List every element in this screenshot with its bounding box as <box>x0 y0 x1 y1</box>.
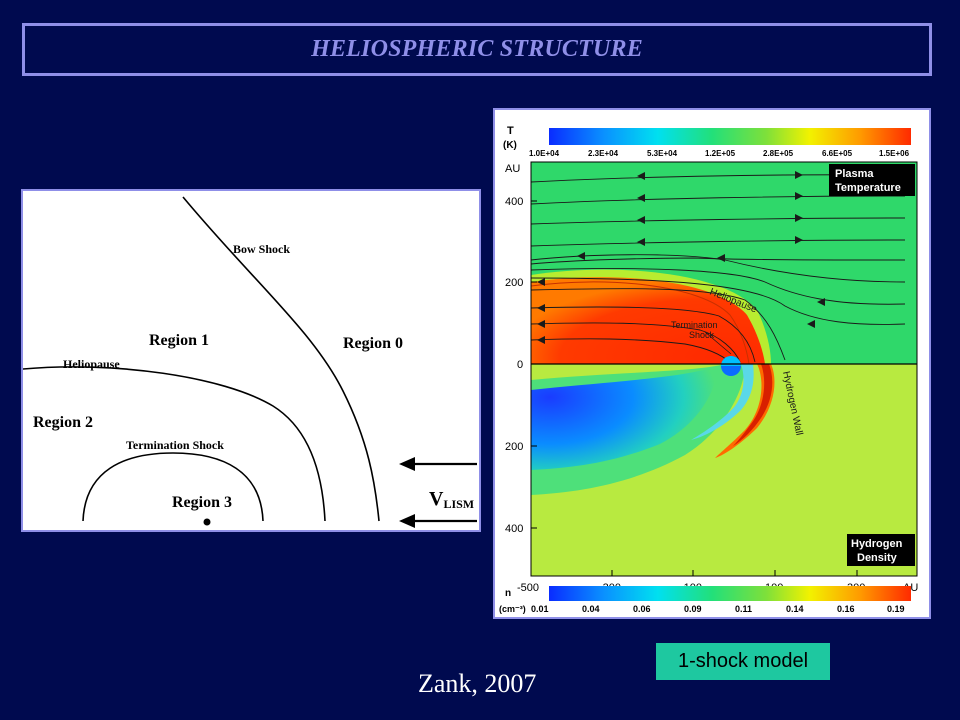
v-sub: LISM <box>443 497 474 511</box>
hydrogen-density-label: Hydrogen Density <box>847 534 915 566</box>
title-box: HELIOSPHERIC STRUCTURE <box>22 23 932 76</box>
citation: Zank, 2007 <box>418 669 537 698</box>
temperature-tick: 1.5E+06 <box>879 149 910 158</box>
region0-label: Region 0 <box>343 335 403 352</box>
y-tick: 200 <box>505 277 523 289</box>
page-title: HELIOSPHERIC STRUCTURE <box>311 36 643 62</box>
temperature-tick: 1.0E+04 <box>529 149 560 158</box>
heliopause-curve <box>22 366 326 522</box>
density-tick: 0.16 <box>837 604 855 614</box>
plot-frame <box>530 161 918 577</box>
v-lism-label: VLISM <box>429 488 474 511</box>
plasma-label-line2: Temperature <box>835 182 901 194</box>
y-tick: 400 <box>505 523 523 535</box>
hydrogen-label-line1: Hydrogen <box>851 538 903 550</box>
density-colorbar: n (cm⁻³) 0.01 0.04 0.06 0.09 0.11 0.14 0… <box>499 586 911 614</box>
region2-label: Region 2 <box>33 414 93 431</box>
temperature-colorbar-unit-k: (K) <box>503 140 517 151</box>
density-tick: 0.11 <box>735 604 752 614</box>
axis-tick-marks <box>530 200 858 576</box>
streamline-arrows <box>537 171 825 344</box>
termination-shock-annotation-line2: Shock <box>689 330 715 340</box>
density-tick: 0.09 <box>684 604 702 614</box>
y-axis: AU 400 200 0 200 400 <box>505 163 523 535</box>
model-label: 1-shock model <box>677 650 809 672</box>
temperature-colorbar-unit-t: T <box>507 125 514 137</box>
flow-arrow-bottom <box>399 514 477 528</box>
density-tick: 0.04 <box>582 604 600 614</box>
y-tick: 400 <box>505 196 523 208</box>
density-tick: 0.01 <box>531 604 549 614</box>
temperature-tick: 2.3E+04 <box>588 149 619 158</box>
simulation-panel: T (K) 1.0E+04 2.3E+04 5.3E+04 1.2E+05 2.… <box>493 108 931 619</box>
y-tick: 0 <box>517 359 523 371</box>
temperature-tick: 2.8E+05 <box>763 149 794 158</box>
flow-arrow-top <box>399 457 477 471</box>
sun-dot <box>203 518 211 526</box>
schematic-panel: Bow Shock Heliopause Termination Shock R… <box>21 189 481 532</box>
bow-shock-curve <box>182 196 380 522</box>
bow-shock-label: Bow Shock <box>233 242 290 256</box>
y-tick: 200 <box>505 441 523 453</box>
density-colorbar-unit-cm: (cm⁻³) <box>499 604 526 614</box>
y-axis-unit: AU <box>505 163 520 175</box>
region1-label: Region 1 <box>149 332 209 349</box>
x-tick: -500 <box>517 582 539 594</box>
schematic-diagram: Bow Shock Heliopause Termination Shock R… <box>22 196 477 528</box>
termination-shock-curve <box>82 452 264 522</box>
temperature-tick: 5.3E+04 <box>647 149 678 158</box>
density-colorbar-unit-n: n <box>505 588 511 599</box>
density-tick: 0.06 <box>633 604 651 614</box>
v-main: V <box>429 488 444 510</box>
model-label-box: 1-shock model <box>656 643 830 680</box>
termination-shock-annotation-line1: Termination <box>671 320 718 330</box>
temperature-colorbar: T (K) 1.0E+04 2.3E+04 5.3E+04 1.2E+05 2.… <box>503 125 911 158</box>
density-tick: 0.19 <box>887 604 905 614</box>
plasma-temperature-label: Plasma Temperature <box>829 164 915 196</box>
temperature-tick: 6.6E+05 <box>822 149 853 158</box>
temperature-tick: 1.2E+05 <box>705 149 736 158</box>
termination-shock-pointer <box>704 331 732 355</box>
plasma-label-line1: Plasma <box>835 168 874 180</box>
heliopause-label: Heliopause <box>63 357 120 371</box>
hydrogen-label-line2: Density <box>857 552 898 564</box>
region3-label: Region 3 <box>172 494 232 511</box>
termination-shock-label: Termination Shock <box>126 438 224 452</box>
density-tick: 0.14 <box>786 604 804 614</box>
simulation-plot: T (K) 1.0E+04 2.3E+04 5.3E+04 1.2E+05 2.… <box>499 125 918 614</box>
